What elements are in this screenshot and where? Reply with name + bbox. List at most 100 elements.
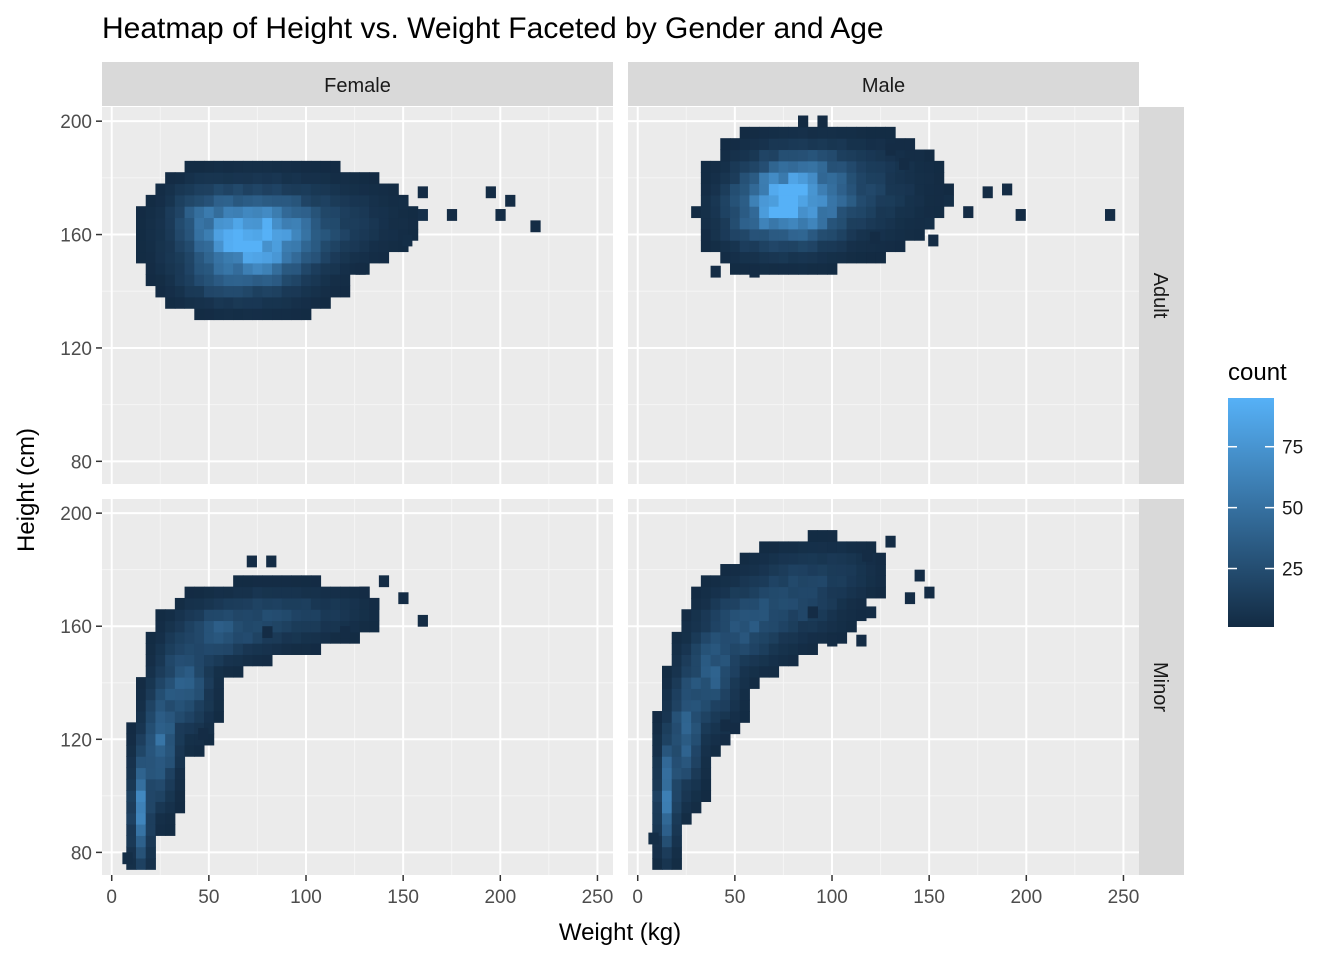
- heat-tile: [145, 722, 156, 735]
- heat-tile: [252, 285, 263, 298]
- heat-tile: [359, 251, 370, 264]
- chart-title: Heatmap of Height vs. Weight Faceted by …: [102, 12, 884, 45]
- heat-tile: [145, 665, 156, 678]
- heat-tile: [798, 194, 809, 207]
- heat-tile: [165, 722, 176, 735]
- heat-tile: [648, 832, 659, 845]
- heat-tile: [155, 824, 166, 836]
- heat-tile: [827, 609, 838, 622]
- heat-tile: [671, 654, 682, 667]
- heat-tile: [184, 733, 195, 746]
- heat-tile: [798, 631, 809, 644]
- heat-tile: [768, 251, 780, 264]
- heat-tile: [194, 609, 205, 622]
- heat-tile: [301, 586, 312, 599]
- heat-tile: [349, 240, 360, 253]
- heat-tile: [691, 801, 702, 814]
- heat-tile: [242, 575, 254, 588]
- heat-tile: [291, 308, 302, 321]
- heat-tile: [155, 801, 166, 814]
- heat-tile: [798, 643, 809, 655]
- heat-tile: [369, 183, 380, 196]
- heat-tile: [291, 274, 302, 287]
- heat-tile: [233, 240, 244, 253]
- heat-tile: [204, 586, 215, 599]
- heat-tile: [700, 631, 712, 644]
- heat-tile: [914, 183, 925, 196]
- heat-tile: [213, 285, 224, 298]
- heat-tile: [671, 631, 682, 644]
- heat-tile: [252, 160, 263, 173]
- heat-tile: [165, 688, 176, 701]
- heat-tile: [759, 228, 770, 241]
- heat-tile: [768, 240, 780, 253]
- heat-tile: [223, 251, 234, 264]
- heat-tile: [798, 217, 809, 230]
- heat-tile: [184, 722, 195, 735]
- heat-tile: [700, 194, 712, 207]
- heat-tile: [652, 756, 663, 769]
- heat-tile: [778, 631, 789, 644]
- heat-tile: [165, 274, 176, 287]
- heat-tile: [320, 251, 331, 264]
- heat-tile: [223, 206, 234, 219]
- heat-tile: [194, 172, 205, 185]
- heat-tile: [798, 586, 809, 599]
- heat-tile: [817, 217, 828, 230]
- heat-tile: [700, 620, 712, 633]
- heat-tile: [768, 564, 780, 576]
- heat-tile: [301, 274, 312, 287]
- heat-tile: [749, 631, 760, 644]
- heat-tile: [846, 240, 857, 253]
- heat-tile: [330, 172, 341, 185]
- heat-tile: [749, 265, 760, 278]
- heat-tile: [885, 206, 896, 219]
- heat-tile: [165, 801, 176, 814]
- y-tick-label: 80: [71, 843, 92, 864]
- heat-tile: [720, 620, 731, 633]
- heat-tile: [768, 228, 780, 241]
- heat-tile: [700, 733, 712, 746]
- heat-tile: [866, 149, 877, 162]
- heat-tile: [846, 597, 857, 610]
- heat-tile: [310, 296, 322, 309]
- heat-tile: [369, 194, 380, 207]
- heat-tile: [778, 183, 789, 196]
- heat-tile: [895, 206, 906, 219]
- heat-tile: [681, 609, 692, 622]
- heat-tile: [846, 251, 857, 264]
- heat-tile: [301, 296, 312, 309]
- heat-tile: [904, 138, 916, 151]
- heat-tile: [194, 654, 205, 667]
- heat-tile: [408, 228, 419, 241]
- heat-tile: [136, 824, 147, 836]
- heat-tile: [662, 835, 673, 848]
- heat-tile: [768, 586, 780, 599]
- heat-tile: [340, 206, 351, 219]
- heat-tile: [320, 631, 331, 644]
- heat-tile: [768, 172, 780, 185]
- heat-tile: [204, 160, 215, 173]
- heat-tile: [242, 206, 254, 219]
- heat-tile: [866, 138, 877, 151]
- legend-tick-label: 75: [1282, 438, 1303, 459]
- heat-tile: [700, 597, 712, 610]
- heat-tile: [788, 240, 799, 253]
- heat-tile: [291, 262, 302, 275]
- heat-tile: [310, 206, 322, 219]
- heat-tile: [710, 217, 721, 230]
- heat-tile: [252, 274, 263, 287]
- heat-tile: [720, 631, 731, 644]
- heat-tile: [807, 160, 818, 173]
- heat-tile: [272, 274, 283, 287]
- heat-tile: [827, 217, 838, 230]
- heat-tile: [662, 790, 673, 802]
- heat-tile: [904, 206, 916, 219]
- heat-tile: [262, 228, 273, 241]
- heat-tile: [310, 575, 322, 588]
- heat-tile: [194, 677, 205, 689]
- heat-tile: [710, 631, 721, 644]
- heat-tile: [720, 609, 731, 622]
- heat-tile: [291, 597, 302, 610]
- heat-tile: [730, 575, 741, 588]
